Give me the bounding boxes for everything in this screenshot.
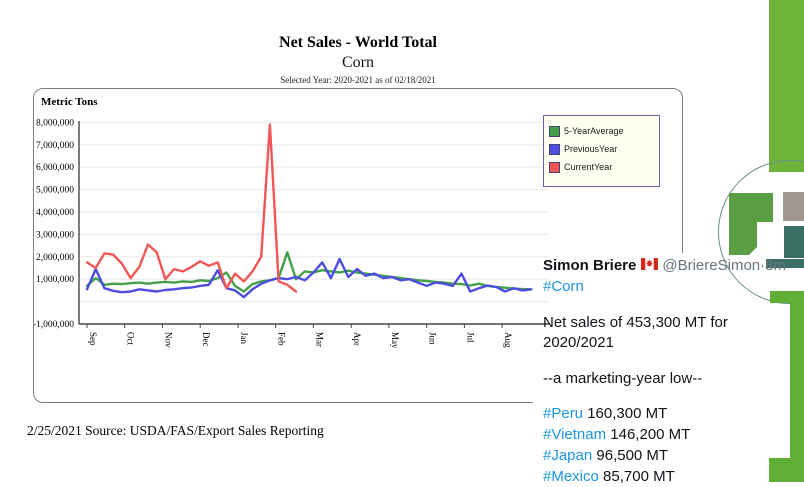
tweet: Simon Briere @BriereSimon · 8m #Corn Net… <box>543 256 795 487</box>
x-axis-month-label: May <box>390 332 400 349</box>
x-axis-month-label: Jan <box>239 332 249 344</box>
series-line-5-yearaverage <box>85 251 533 293</box>
country-hashtag[interactable]: #Vietnam <box>543 426 607 443</box>
y-axis-tick-label: 3,000,000 <box>36 230 74 240</box>
country-line: #Peru 160,300 MT <box>543 403 795 424</box>
legend-label: 5-YearAverage <box>564 126 624 136</box>
chart-legend: 5-YearAverage PreviousYear CurrentYear <box>543 115 660 187</box>
tweet-low-line: --a marketing-year low-- <box>543 370 703 387</box>
logo-gray-square <box>783 192 804 221</box>
tweet-timestamp: 8m <box>765 257 786 274</box>
brand-logo-icon <box>729 192 804 268</box>
country-hashtag[interactable]: #Mexico <box>543 468 599 485</box>
y-axis-title: Metric Tons <box>41 96 98 108</box>
brand-green-bar-bottom <box>769 458 804 482</box>
legend-swatch-icon <box>549 125 560 137</box>
y-axis-tick-label: 1,000,000 <box>36 275 74 285</box>
brand-green-bar-top <box>769 0 804 172</box>
legend-item-5-yearaverage: 5-YearAverage <box>549 122 659 140</box>
legend-label: PreviousYear <box>564 144 618 154</box>
canada-flag-icon <box>641 256 659 276</box>
brand-green-bar-right <box>790 291 804 461</box>
tweet-hashtag-corn[interactable]: #Corn <box>543 278 584 295</box>
x-axis-month-label: Apr <box>352 332 362 346</box>
x-axis-month-label: Jul <box>465 332 475 343</box>
x-axis-month-label: Sep <box>88 332 98 346</box>
tweet-handle[interactable]: @BriereSimon <box>662 257 761 274</box>
country-value: 96,500 MT <box>592 447 669 464</box>
legend-item-previousyear: PreviousYear <box>549 140 659 158</box>
country-hashtag[interactable]: #Japan <box>543 447 593 464</box>
page-title: Net Sales - World Total <box>279 34 437 51</box>
country-line: #Mexico 85,700 MT <box>543 466 795 487</box>
x-axis-month-label: Dec <box>201 332 211 347</box>
tweet-net-sales-line: Net sales of 453,300 MT for 2020/2021 <box>543 314 728 351</box>
legend-swatch-icon <box>549 161 560 173</box>
country-hashtag[interactable]: #Peru <box>543 405 584 422</box>
country-value: 85,700 MT <box>598 468 675 485</box>
series-line-currentyear <box>85 123 298 293</box>
tweet-country-list: #Peru 160,300 MT #Vietnam 146,200 MT #Japa… <box>543 403 795 487</box>
x-axis-month-label: Feb <box>277 332 287 346</box>
y-axis-tick-label: 4,000,000 <box>36 208 74 218</box>
overlay-patch <box>533 397 687 409</box>
overlay-patch <box>677 253 691 405</box>
y-axis-tick-label: 2,000,000 <box>36 253 74 263</box>
tweet-separator: · <box>760 257 766 274</box>
x-axis-month-label: Nov <box>164 332 174 348</box>
country-value: 160,300 MT <box>583 405 668 422</box>
legend-label: CurrentYear <box>564 162 613 172</box>
y-axis-tick-label: 8,000,000 <box>36 118 74 128</box>
series-line-previousyear <box>85 257 533 299</box>
tweet-author-name[interactable]: Simon Briere <box>543 257 637 274</box>
y-axis-tick-label: 6,000,000 <box>36 163 74 173</box>
x-axis-month-label: Mar <box>314 332 324 347</box>
x-axis-month-label: Oct <box>126 332 136 345</box>
chart-title-block: Net Sales - World Total Corn Selected Ye… <box>33 34 683 85</box>
logo-teal-square <box>784 226 804 258</box>
legend-swatch-icon <box>549 143 560 155</box>
country-line: #Japan 96,500 MT <box>543 445 795 466</box>
logo-teal-bar <box>766 259 804 268</box>
source-note: 2/25/2021 Source: USDA/FAS/Export Sales … <box>27 423 324 438</box>
x-axis-month-label: Jun <box>428 332 438 345</box>
y-axis-tick-label: 7,000,000 <box>36 141 74 151</box>
net-sales-line-chart: 8,000,000 7,000,000 6,000,000 5,000,000 4,00… <box>34 118 549 349</box>
legend-item-currentyear: CurrentYear <box>549 158 659 176</box>
y-axis-tick-label: 5,000,000 <box>36 186 74 196</box>
selected-year-note: Selected Year: 2020-2021 as of 02/18/202… <box>280 75 436 85</box>
y-axis-tick-label: -1,000,000 <box>34 320 74 330</box>
chart-frame: 8,000,000 7,000,000 6,000,000 5,000,000 4,00… <box>33 88 683 403</box>
country-value: 146,200 MT <box>606 426 691 443</box>
commodity-subtitle: Corn <box>342 54 374 71</box>
tweet-header: Simon Briere @BriereSimon · 8m <box>543 256 795 276</box>
logo-green-square <box>729 193 773 255</box>
country-line: #Vietnam 146,200 MT <box>543 424 795 445</box>
x-axis-month-label: Aug <box>503 332 513 348</box>
